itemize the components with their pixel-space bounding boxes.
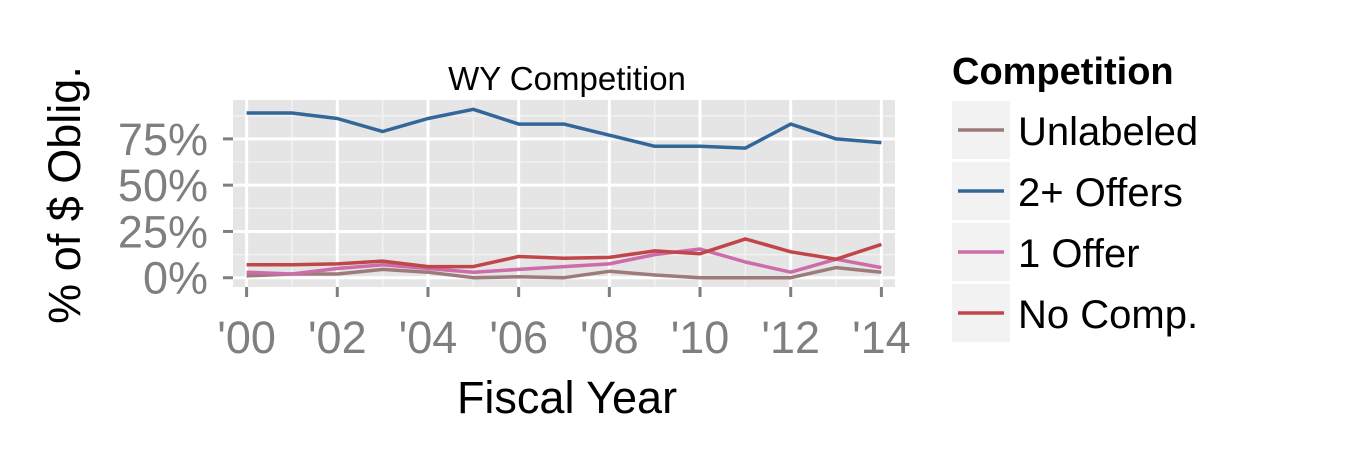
legend-label: Unlabeled bbox=[1018, 110, 1198, 154]
y-tick-label: 0% bbox=[143, 253, 208, 304]
legend-title: Competition bbox=[952, 51, 1174, 93]
chart-title: WY Competition bbox=[448, 60, 686, 97]
x-tick-label: '02 bbox=[308, 312, 367, 363]
x-tick-label: '10 bbox=[671, 312, 730, 363]
x-tick-label: '14 bbox=[852, 312, 911, 363]
x-tick-label: '06 bbox=[489, 312, 548, 363]
legend-label: 2+ Offers bbox=[1018, 171, 1183, 215]
x-tick-label: '04 bbox=[399, 312, 458, 363]
x-tick-label: '00 bbox=[217, 312, 276, 363]
legend-label: No Comp. bbox=[1018, 293, 1198, 337]
y-axis: 0%25%50%75% bbox=[118, 114, 233, 304]
series-line-unlabeled bbox=[246, 265, 882, 280]
series-line-no-comp bbox=[246, 237, 882, 269]
y-tick-label: 25% bbox=[118, 206, 208, 257]
y-tick-label: 75% bbox=[118, 114, 208, 165]
x-axis: '00 '02 '04 '06 '08 '10 '12 '14 bbox=[217, 287, 911, 363]
series-line-1-offer bbox=[246, 247, 882, 276]
legend: Competition Unlabeled 2+ Offers 1 Offer No … bbox=[952, 51, 1198, 342]
series-lines bbox=[246, 107, 882, 280]
x-tick-label: '12 bbox=[761, 312, 820, 363]
x-axis-label: Fiscal Year bbox=[457, 372, 677, 423]
legend-label: 1 Offer bbox=[1018, 232, 1140, 276]
series-line-2-offers bbox=[246, 107, 882, 150]
y-tick-label: 50% bbox=[118, 160, 208, 211]
y-axis-label: % of $ Oblig. bbox=[39, 66, 90, 324]
x-tick-label: '08 bbox=[580, 312, 639, 363]
